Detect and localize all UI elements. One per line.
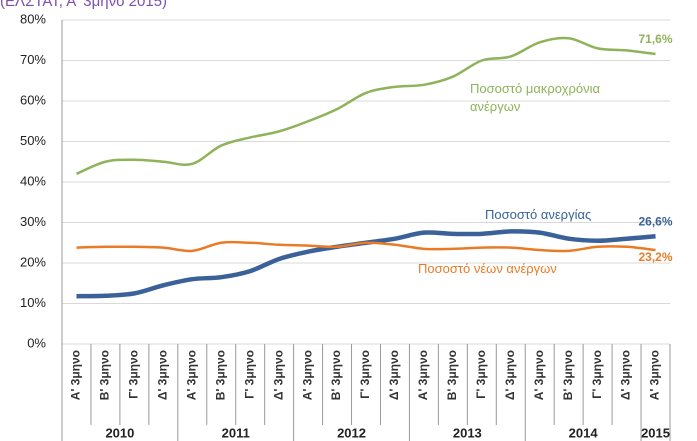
y-tick-label: 40% [20, 173, 46, 188]
x-tick-label: Α' 3μηνο [300, 350, 314, 400]
x-tick-label: Δ' 3μηνο [271, 350, 285, 400]
value-label: 71,6% [639, 32, 673, 46]
x-tick-label: Β' 3μηνο [329, 350, 343, 400]
x-tick-label: Γ' 3μηνο [358, 350, 372, 399]
y-tick-label: 80% [20, 11, 46, 26]
x-tick-label: Α' 3μηνο [648, 350, 662, 400]
series-label: Ποσοστό νέων ανέργων [418, 261, 557, 276]
series-label: Ποσοστό μακροχρόνια ανέργων [470, 81, 601, 114]
x-tick-label: Δ' 3μηνο [503, 350, 517, 400]
y-tick-label: 10% [20, 295, 46, 310]
value-label: 23,2% [639, 250, 673, 264]
series-line [75, 36, 656, 176]
x-tick-label: Α' 3μηνο [416, 350, 430, 400]
x-tick-label: Α' 3μηνο [184, 350, 198, 400]
x-tick-label: Α' 3μηνο [532, 350, 546, 400]
y-tick-label: 60% [20, 92, 46, 107]
y-tick-label: 30% [20, 214, 46, 229]
x-tick-label: Β' 3μηνο [98, 350, 112, 400]
year-label: 2011 [222, 425, 250, 440]
x-tick-label: Α' 3μηνο [69, 350, 83, 400]
value-label: 26,6% [639, 214, 673, 228]
x-tick-label: Γ' 3μηνο [590, 350, 604, 399]
x-tick-label: Δ' 3μηνο [619, 350, 633, 400]
x-tick-label: Δ' 3μηνο [387, 350, 401, 400]
x-tick-label: Γ' 3μηνο [474, 350, 488, 399]
year-label: 2015 [641, 425, 670, 440]
x-tick-label: Γ' 3μηνο [127, 350, 141, 399]
x-tick-label: Β' 3μηνο [213, 350, 227, 400]
y-tick-label: 0% [27, 335, 46, 350]
series-line [76, 240, 656, 253]
year-label: 2012 [337, 425, 366, 440]
y-tick-label: 50% [20, 133, 46, 148]
x-tick-label: Γ' 3μηνο [242, 350, 256, 399]
series-label: Ποσοστό ανεργίας [485, 207, 592, 222]
x-tick-label: Β' 3μηνο [561, 350, 575, 400]
year-label: 2013 [453, 425, 482, 440]
x-tick-label: Β' 3μηνο [445, 350, 459, 400]
year-label: 2014 [569, 425, 599, 440]
x-tick-label: Δ' 3μηνο [156, 350, 170, 400]
chart-title: (ΕΛΣΤΑΤ, Α' 3μηνο 2015) [0, 0, 167, 10]
y-tick-label: 20% [20, 254, 46, 269]
year-label: 2010 [105, 425, 134, 440]
y-tick-label: 70% [20, 52, 46, 67]
